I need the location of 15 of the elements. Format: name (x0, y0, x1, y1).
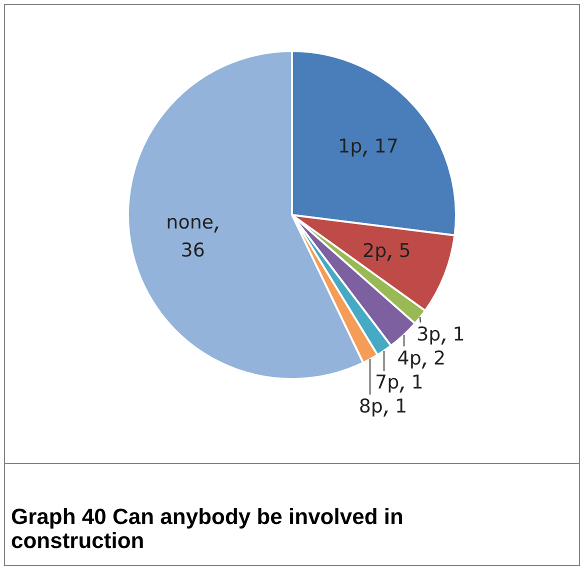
data-label: 17 (374, 136, 398, 158)
slice-label: 4p (397, 348, 422, 370)
data-label: 5 (398, 240, 411, 262)
data-label: 1 (395, 396, 408, 418)
slice-label: 8p (358, 396, 383, 418)
slice-label: 7p (375, 372, 400, 394)
slice-label: 2p (362, 240, 387, 262)
data-label: 2 (433, 348, 446, 370)
data-label: 1 (411, 372, 424, 394)
text: Graph 40 Can anybody be involved in construction (11, 504, 404, 553)
data-label: 1 (452, 324, 465, 346)
data-label: 36 (180, 240, 205, 262)
slice-label: 1p (338, 136, 362, 158)
slice-label: none (166, 212, 214, 234)
slice-label: 3p (416, 324, 441, 346)
